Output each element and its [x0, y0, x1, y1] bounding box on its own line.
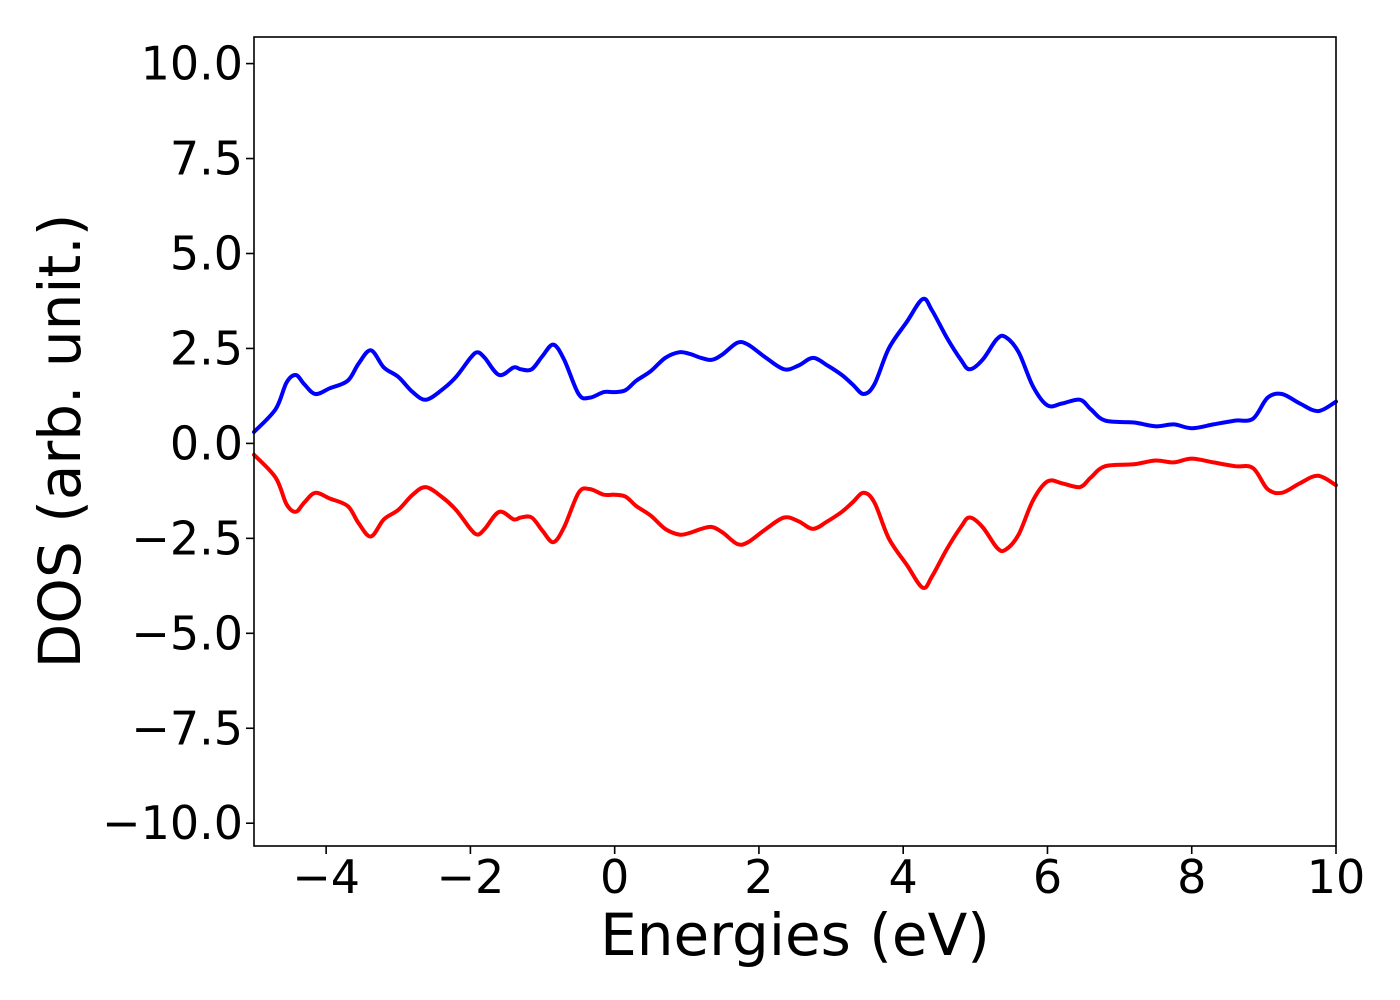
- x-tick-label: 8: [1177, 850, 1206, 904]
- series-line-spin-up: [252, 296, 1338, 434]
- x-tick-label: −4: [292, 850, 360, 904]
- series-layer: [252, 296, 1338, 590]
- x-tick-label: 6: [1033, 850, 1062, 904]
- y-tick-label: −7.5: [131, 701, 243, 755]
- x-axis-title: Energies (eV): [600, 901, 990, 969]
- y-tick-label: 5.0: [170, 226, 243, 280]
- y-axis-title: DOS (arb. unit.): [26, 214, 94, 669]
- y-tick-label: 2.5: [170, 321, 243, 375]
- y-tick-label: −10.0: [102, 796, 243, 850]
- y-tick-label: −5.0: [131, 606, 243, 660]
- x-tick-label: 0: [600, 850, 629, 904]
- y-tick-label: 0.0: [170, 416, 243, 470]
- y-tick-label: 7.5: [170, 132, 243, 186]
- x-tick-label: 2: [744, 850, 773, 904]
- tick-layer: −4 −2 0 2 4 6 8 10 10.0 7.5 5.0 2.5 0.0 −2.5 −5.0 −7.5 −…: [102, 37, 1365, 904]
- x-tick-label: 10: [1307, 850, 1366, 904]
- plot-background: [254, 37, 1336, 846]
- x-tick-label: −2: [436, 850, 504, 904]
- x-tick-label: 4: [889, 850, 918, 904]
- series-line-spin-down: [252, 452, 1338, 590]
- y-tick-label: −2.5: [131, 511, 243, 565]
- y-tick-label: 10.0: [141, 37, 243, 91]
- plot-frame: [253, 36, 1337, 847]
